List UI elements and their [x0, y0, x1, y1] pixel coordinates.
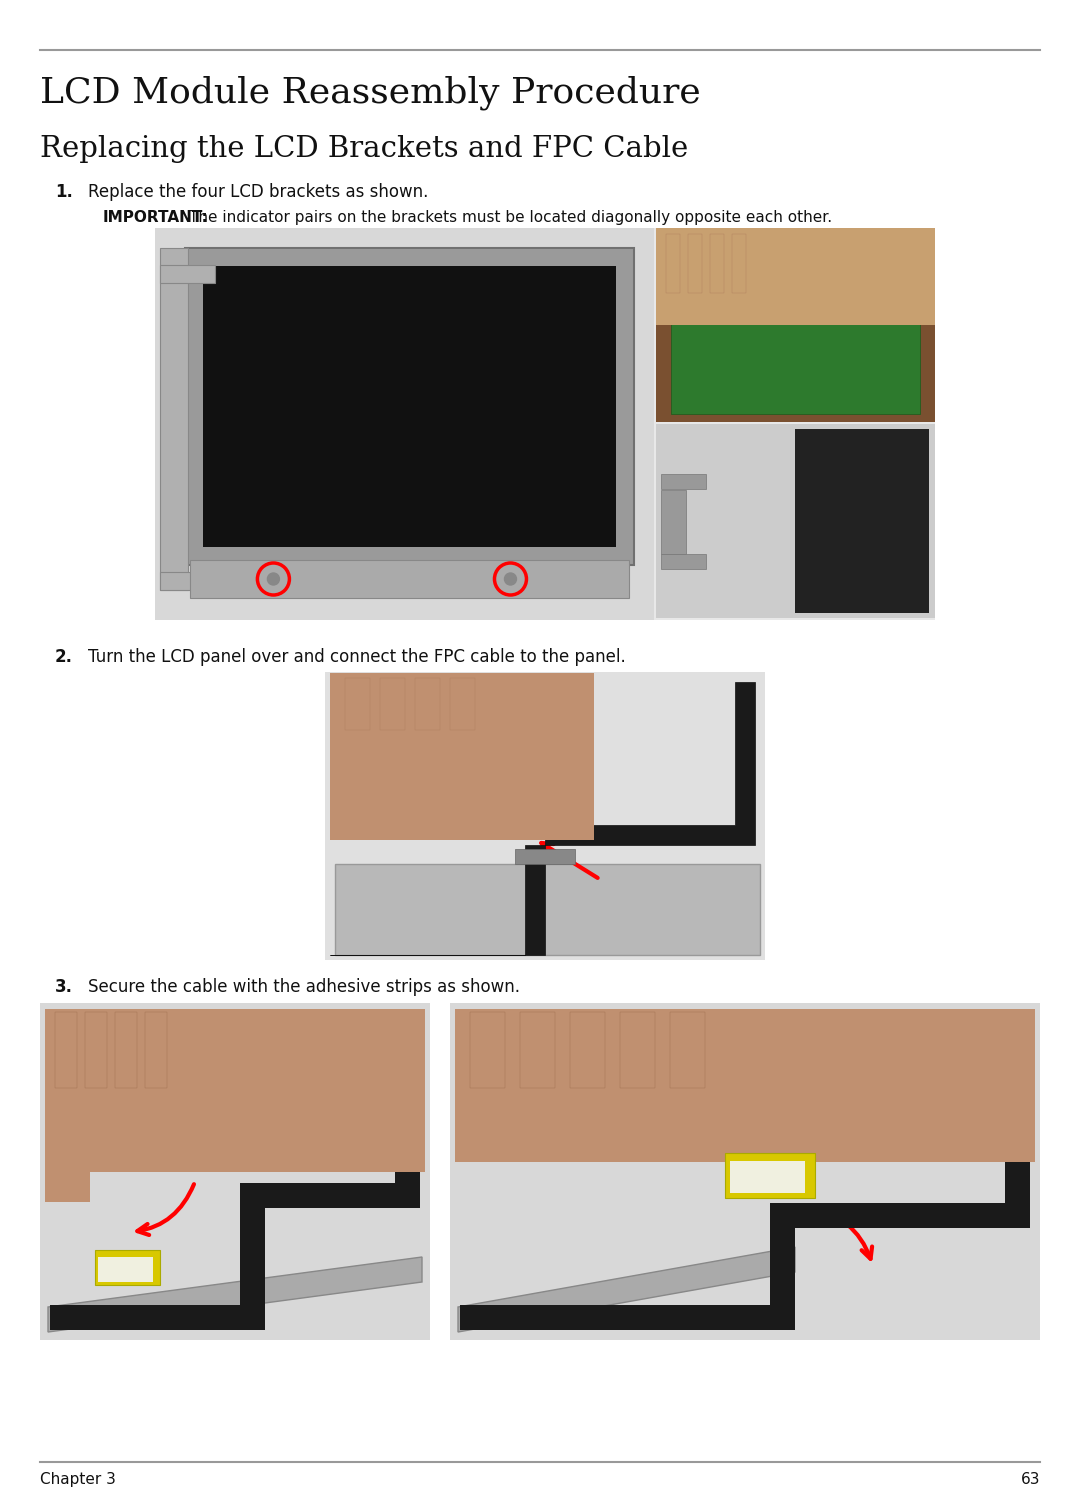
Bar: [185, 248, 634, 565]
Polygon shape: [330, 682, 755, 956]
Bar: [156, 228, 935, 620]
Bar: [688, 234, 702, 293]
Bar: [730, 1161, 805, 1193]
Bar: [160, 248, 188, 590]
Bar: [345, 677, 370, 730]
Bar: [515, 850, 575, 863]
Text: 1.: 1.: [55, 183, 72, 201]
Polygon shape: [460, 1013, 1030, 1331]
Bar: [670, 1012, 705, 1089]
Bar: [145, 1012, 167, 1089]
Bar: [656, 228, 935, 325]
Bar: [330, 673, 594, 841]
Polygon shape: [458, 1247, 795, 1332]
Bar: [114, 1012, 137, 1089]
Polygon shape: [48, 1256, 422, 1332]
Text: Turn the LCD panel over and connect the FPC cable to the panel.: Turn the LCD panel over and connect the …: [87, 649, 625, 665]
Bar: [55, 1012, 77, 1089]
Bar: [325, 671, 765, 960]
Bar: [661, 473, 706, 488]
Text: 63: 63: [1021, 1473, 1040, 1486]
Text: Secure the cable with the adhesive strips as shown.: Secure the cable with the adhesive strip…: [87, 978, 519, 996]
Bar: [570, 1012, 605, 1089]
Bar: [519, 1012, 555, 1089]
Bar: [661, 490, 686, 553]
Bar: [455, 1009, 1035, 1163]
Text: Chapter 3: Chapter 3: [40, 1473, 116, 1486]
Text: 3.: 3.: [55, 978, 73, 996]
Bar: [98, 1256, 153, 1282]
Text: LCD Module Reassembly Procedure: LCD Module Reassembly Procedure: [40, 76, 701, 109]
Text: IMPORTANT:: IMPORTANT:: [103, 210, 208, 225]
Bar: [620, 1012, 654, 1089]
Bar: [380, 677, 405, 730]
Bar: [160, 572, 215, 590]
Bar: [160, 265, 215, 283]
Text: The indicator pairs on the brackets must be located diagonally opposite each oth: The indicator pairs on the brackets must…: [189, 210, 832, 225]
Bar: [795, 429, 929, 612]
Bar: [190, 559, 629, 599]
Text: 2.: 2.: [55, 649, 73, 665]
Bar: [656, 423, 935, 618]
Bar: [732, 234, 746, 293]
Polygon shape: [50, 1013, 420, 1331]
Bar: [671, 318, 920, 414]
Bar: [661, 553, 706, 569]
Circle shape: [268, 573, 280, 585]
Bar: [656, 228, 935, 422]
Text: Replace the four LCD brackets as shown.: Replace the four LCD brackets as shown.: [87, 183, 429, 201]
Bar: [40, 1002, 430, 1340]
Bar: [450, 677, 475, 730]
Bar: [666, 234, 680, 293]
Polygon shape: [335, 863, 760, 956]
Bar: [45, 1009, 426, 1172]
Bar: [95, 1250, 160, 1285]
Bar: [450, 1002, 1040, 1340]
Bar: [725, 1154, 815, 1198]
Bar: [470, 1012, 505, 1089]
Bar: [45, 1167, 90, 1202]
Bar: [156, 228, 654, 620]
Circle shape: [504, 573, 516, 585]
Bar: [203, 266, 616, 547]
Text: Replacing the LCD Brackets and FPC Cable: Replacing the LCD Brackets and FPC Cable: [40, 135, 688, 163]
Bar: [710, 234, 724, 293]
Bar: [85, 1012, 107, 1089]
Bar: [415, 677, 440, 730]
